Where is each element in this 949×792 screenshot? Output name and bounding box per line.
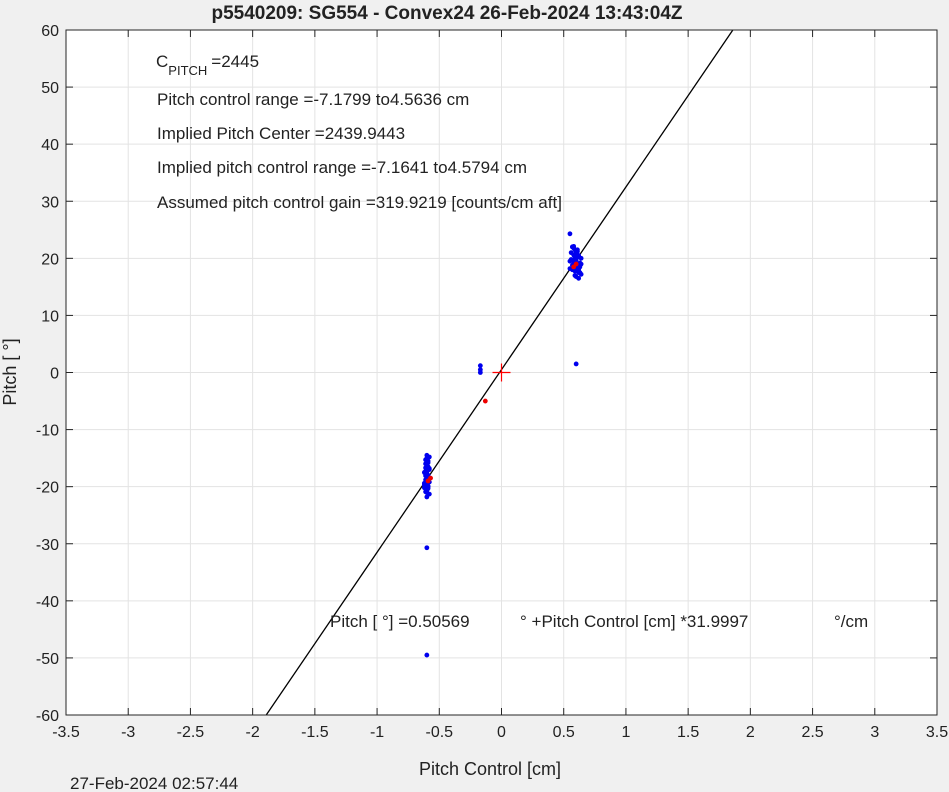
- x-tick-label: 3.5: [926, 724, 948, 741]
- x-tick-label: -3: [121, 724, 135, 741]
- footer-timestamp: 27-Feb-2024 02:57:44: [70, 774, 238, 792]
- y-tick-label: 10: [41, 308, 59, 325]
- y-tick-label: 0: [50, 366, 59, 383]
- chart-title: p5540209: SG554 - Convex24 26-Feb-2024 1…: [211, 3, 682, 24]
- data-point: [571, 243, 577, 249]
- fit-equation-part3: °/cm: [834, 612, 868, 631]
- data-point: [423, 465, 428, 471]
- data-point: [426, 467, 432, 472]
- x-tick-label: -0.5: [425, 724, 453, 741]
- y-tick-label: -60: [36, 708, 59, 725]
- x-tick-label: -1: [370, 724, 384, 741]
- data-point: [482, 398, 488, 404]
- data-point: [578, 261, 584, 267]
- y-tick-label: -40: [36, 594, 59, 611]
- data-point: [425, 478, 431, 484]
- data-point: [477, 370, 483, 375]
- y-tick-label: 40: [41, 137, 59, 154]
- y-axis-label: Pitch [ °]: [0, 338, 20, 405]
- marks: [265, 29, 734, 716]
- data-point: [425, 485, 431, 491]
- y-tick-label: -20: [36, 480, 59, 497]
- x-tick-label: 3: [870, 724, 879, 741]
- data-point: [567, 231, 573, 237]
- y-tick-label: 30: [41, 194, 59, 211]
- x-tick-label: 0.5: [553, 724, 575, 741]
- x-tick-label: 2: [746, 724, 755, 741]
- data-point: [573, 261, 579, 267]
- y-tick-label: 60: [41, 23, 59, 40]
- data-point: [424, 489, 430, 495]
- annotation-implied-pitch-center: Implied Pitch Center =2439.9443: [157, 124, 405, 143]
- data-point: [577, 270, 583, 276]
- data-point: [567, 258, 573, 264]
- data-point: [424, 470, 430, 476]
- data-point: [424, 652, 430, 658]
- annotation-control-gain: Assumed pitch control gain =319.9219 [co…: [157, 193, 562, 212]
- data-point: [477, 363, 483, 369]
- x-tick-label: -3.5: [52, 724, 80, 741]
- x-axis-label: Pitch Control [cm]: [419, 759, 561, 779]
- annotation-c-pitch: CPITCH =2445: [156, 52, 259, 78]
- data-point: [575, 249, 580, 254]
- data-point: [424, 545, 430, 551]
- data-point: [424, 494, 430, 500]
- x-tick-label: 1: [621, 724, 630, 741]
- y-tick-label: -30: [36, 537, 59, 554]
- x-tick-label: -2.5: [177, 724, 205, 741]
- data-point: [573, 257, 579, 263]
- y-tick-label: -10: [36, 423, 59, 440]
- y-tick-label: 50: [41, 80, 59, 97]
- x-tick-label: 0: [497, 724, 506, 741]
- annotation-pitch-control-range: Pitch control range =-7.1799 to4.5636 cm: [157, 90, 469, 109]
- data-point: [573, 361, 579, 367]
- data-point: [423, 457, 428, 463]
- y-tick-label: -50: [36, 651, 59, 668]
- x-tick-label: -2: [246, 724, 260, 741]
- annotation-implied-pitch-range: Implied pitch control range =-7.1641 to4…: [157, 158, 527, 177]
- data-point: [426, 454, 432, 460]
- tick-labels: -3.5 -3 -2.5 -2 -1.5 -1 -0.5 0 0.5 1 1.5 2 2.5 3 3.5 -6…: [36, 23, 948, 741]
- x-tick-label: -1.5: [301, 724, 329, 741]
- data-point: [576, 275, 582, 281]
- x-tick-label: 1.5: [677, 724, 699, 741]
- y-tick-label: 20: [41, 251, 59, 268]
- x-tick-label: 2.5: [801, 724, 823, 741]
- fit-equation-part2: ° +Pitch Control [cm] *31.9997: [520, 612, 748, 631]
- data-point: [578, 255, 584, 261]
- fit-equation-part1: Pitch [ °] =0.50569: [330, 612, 470, 631]
